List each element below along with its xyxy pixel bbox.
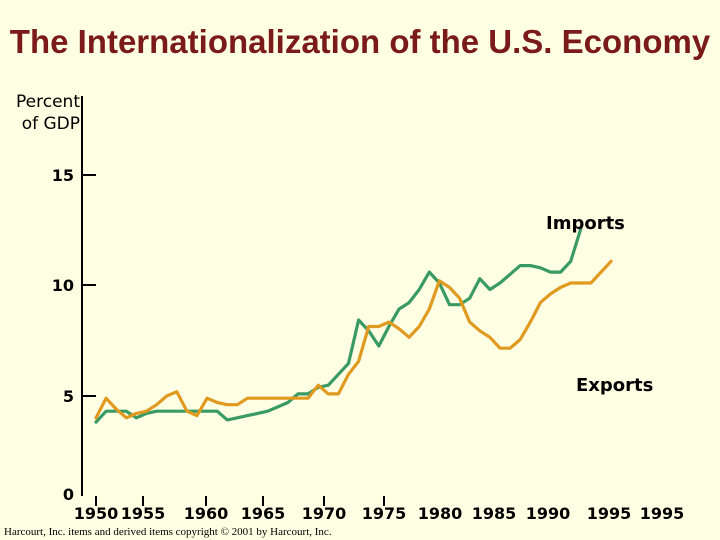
y-tick-label: 0: [63, 485, 74, 504]
x-tick-label: 1950: [74, 504, 119, 523]
x-tick-label: 1970: [302, 504, 347, 523]
x-tick-label: 1965: [241, 504, 286, 523]
x-tick-label: 1955: [121, 504, 166, 523]
series-label-exports: Exports: [576, 375, 653, 396]
x-tick-label: 1985: [472, 504, 517, 523]
series-line-exports: [94, 259, 613, 420]
chart-title: The Internationalization of the U.S. Eco…: [9, 23, 711, 60]
x-tick-label: 1995: [640, 504, 685, 523]
y-tick-label: 10: [52, 276, 74, 295]
x-tick-label: 1980: [418, 504, 463, 523]
series-line-imports: [94, 227, 583, 424]
series-lines: [94, 227, 613, 424]
series-labels: Imports Exports: [546, 213, 653, 396]
series-label-imports: Imports: [546, 213, 625, 234]
copyright-notice: Harcourt, Inc. items and derived items c…: [4, 526, 332, 538]
y-axis-label: Percent of GDP: [16, 92, 80, 134]
x-tick-label: 1995: [587, 504, 632, 523]
y-tick-label: 5: [63, 387, 74, 406]
x-tick-label: 1975: [362, 504, 407, 523]
x-tick-label: 1960: [184, 504, 229, 523]
y-tick-label: 15: [52, 166, 74, 185]
x-tick-label: 1990: [526, 504, 571, 523]
